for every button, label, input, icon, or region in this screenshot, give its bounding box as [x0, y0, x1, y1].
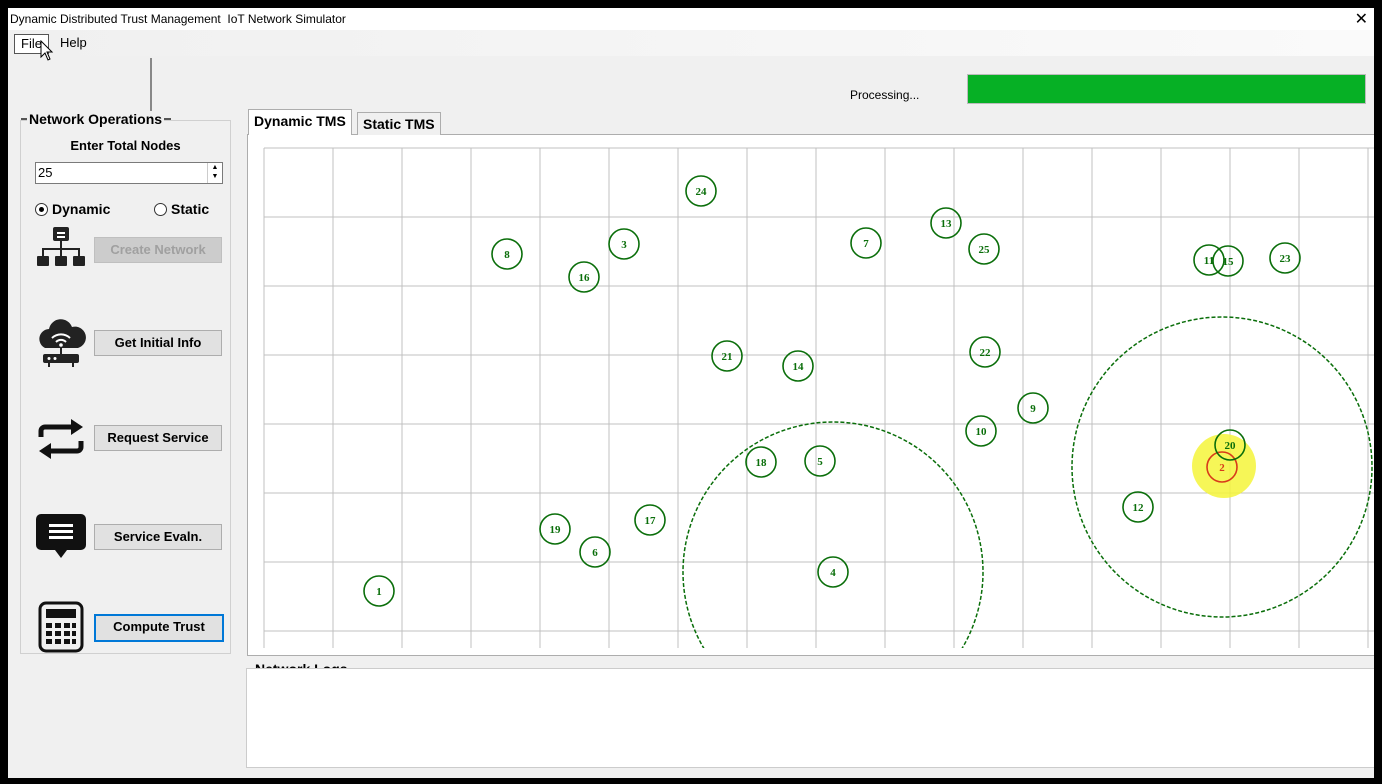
- radio-static[interactable]: Static: [154, 201, 209, 217]
- node-circle: [969, 336, 1001, 368]
- node-circle: [363, 575, 395, 607]
- node-circle: [685, 175, 717, 207]
- node-label: 4: [830, 567, 836, 579]
- node-label: 21: [722, 351, 733, 363]
- node-label: 7: [863, 238, 869, 250]
- range-circle: [1071, 316, 1373, 618]
- network-operations-panel: Network Operations Enter Total Nodes 25 …: [20, 111, 231, 654]
- total-nodes-value: 25: [38, 165, 53, 180]
- chat-message-icon: [36, 514, 86, 558]
- node-circle: [1214, 429, 1246, 461]
- node-circle: [1193, 244, 1225, 276]
- node-circle: [711, 340, 743, 372]
- nodes-stepper[interactable]: ▲ ▼: [207, 163, 222, 183]
- node-circle: [930, 207, 962, 239]
- exchange-arrows-icon: [38, 419, 84, 459]
- node-label: 25: [979, 244, 991, 256]
- node-circle: [804, 445, 836, 477]
- menu-file[interactable]: File: [14, 34, 49, 54]
- node-circle: [782, 350, 814, 382]
- service-evaln-button[interactable]: Service Evaln.: [94, 524, 222, 550]
- node-circle: [1206, 451, 1238, 483]
- network-canvas[interactable]: 1 2 3 4 5 6 7 8 9 10 11 12 13 14 15 16 17 18 19 20 21 22 23 24 2…: [256, 140, 1374, 648]
- node-circle: [1017, 392, 1049, 424]
- create-network-button[interactable]: Create Network: [94, 237, 222, 263]
- node-label: 23: [1280, 253, 1292, 265]
- tab-panel: [247, 134, 1374, 656]
- node-circle: [1269, 242, 1301, 274]
- node-label: 20: [1225, 440, 1237, 452]
- menu-help[interactable]: Help: [60, 35, 87, 50]
- compute-trust-button[interactable]: Compute Trust: [94, 614, 224, 642]
- range-circle: [682, 421, 984, 648]
- calculator-icon: [38, 601, 84, 653]
- node-label: 18: [756, 457, 768, 469]
- radio-dynamic[interactable]: Dynamic: [35, 201, 110, 217]
- node-circle: [1212, 245, 1244, 277]
- node-label: 9: [1030, 403, 1036, 415]
- operations-title: Network Operations: [27, 111, 165, 127]
- node-label: 3: [621, 239, 627, 251]
- node-circle: [634, 504, 666, 536]
- node-label: 12: [1133, 502, 1145, 514]
- progress-fill: [968, 75, 1365, 103]
- node-circle: [608, 228, 640, 260]
- wifi-cloud-router-icon: [39, 319, 86, 367]
- node-label: 2: [1219, 462, 1225, 474]
- menu-bar: File Help: [8, 30, 1374, 56]
- radio-dynamic-dot: [35, 202, 48, 216]
- node-label: 5: [817, 456, 823, 468]
- node-label: 22: [980, 347, 992, 359]
- node-label: 15: [1223, 256, 1235, 268]
- node-circle: [1122, 491, 1154, 523]
- node-label: 6: [592, 547, 598, 559]
- node-label: 11: [1204, 255, 1214, 267]
- node-label: 19: [550, 524, 562, 536]
- node-label: 17: [645, 515, 657, 527]
- total-nodes-label: Enter Total Nodes: [70, 138, 181, 153]
- selected-node-highlight: [1192, 434, 1256, 498]
- node-circle: [539, 513, 571, 545]
- node-circle: [568, 261, 600, 293]
- close-icon[interactable]: ✕: [1354, 11, 1368, 28]
- radio-static-dot: [154, 202, 167, 216]
- node-circle: [968, 233, 1000, 265]
- tab-static-tms[interactable]: Static TMS: [357, 112, 441, 135]
- total-nodes-input[interactable]: 25 ▲ ▼: [35, 162, 223, 184]
- network-logs-box: [246, 668, 1374, 768]
- node-label: 10: [976, 426, 988, 438]
- node-label: 13: [941, 218, 953, 230]
- network-hierarchy-icon: [37, 227, 85, 266]
- node-circle: [745, 446, 777, 478]
- node-circle: [579, 536, 611, 568]
- radio-dynamic-label: Dynamic: [52, 201, 111, 217]
- title-bar: Dynamic Distributed Trust Management IoT…: [8, 8, 1374, 30]
- progress-bar: [967, 74, 1366, 104]
- tab-dynamic-tms[interactable]: Dynamic TMS: [248, 109, 352, 135]
- node-circle: [817, 556, 849, 588]
- node-label: 16: [579, 272, 591, 284]
- divider: [150, 58, 152, 118]
- node-label: 1: [376, 586, 382, 598]
- app-window: Dynamic Distributed Trust Management IoT…: [8, 8, 1374, 778]
- request-service-button[interactable]: Request Service: [94, 425, 222, 451]
- get-initial-info-button[interactable]: Get Initial Info: [94, 330, 222, 356]
- progress-label: Processing...: [850, 88, 920, 102]
- radio-static-label: Static: [171, 201, 210, 217]
- node-label: 24: [696, 186, 708, 198]
- node-circle: [850, 227, 882, 259]
- mouse-cursor-icon: [40, 40, 54, 61]
- node-circle: [965, 415, 997, 447]
- window-title: Dynamic Distributed Trust Management IoT…: [10, 12, 346, 26]
- node-circle: [491, 238, 523, 270]
- node-label: 8: [504, 249, 510, 261]
- node-label: 14: [793, 361, 805, 373]
